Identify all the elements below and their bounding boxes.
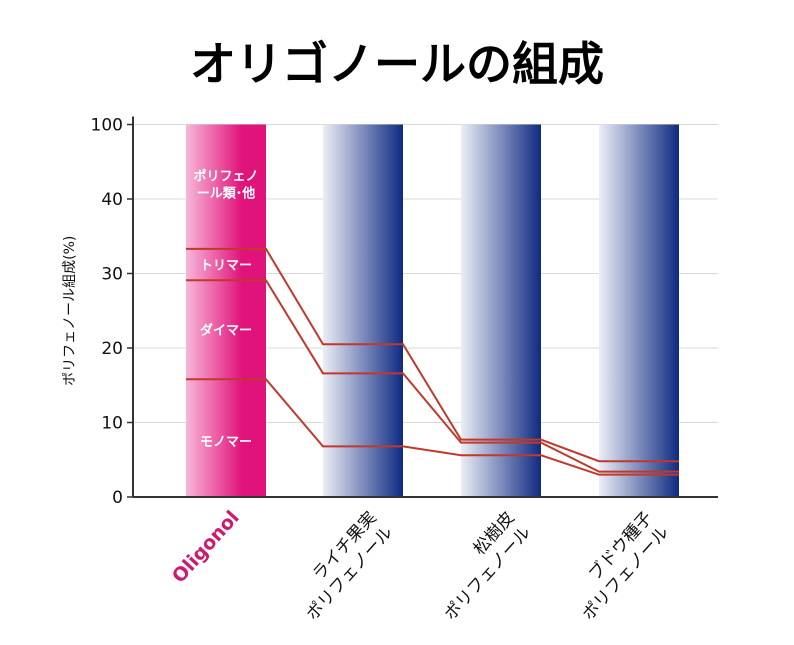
segment-label: ール類･他 (197, 186, 256, 202)
bar-comparison-2 (461, 124, 541, 497)
axes: 0 10 20 30 40 100 ポリフェノール組成(%) (62, 116, 718, 508)
y-tick-label: 30 (101, 265, 123, 285)
segment-label: ダイマー (200, 322, 252, 338)
boundary-line-3 (186, 378, 679, 476)
segment-label: ポリフェノ (193, 169, 258, 185)
bar-comparison-1 (323, 124, 403, 497)
segment-label: モノマー (200, 435, 252, 450)
category-label: Oligonol (168, 507, 244, 588)
bar-oligonol (186, 124, 266, 497)
y-tick-label: 10 (101, 414, 123, 434)
category-label-line: Oligonol (168, 507, 244, 588)
y-axis-label: ポリフェノール組成(%) (62, 236, 78, 386)
segment-label: トリマー (200, 259, 252, 274)
y-tick-label: 20 (101, 339, 123, 359)
bars (186, 124, 679, 497)
boundary-line-1 (186, 247, 679, 463)
y-tick-label: 40 (101, 190, 123, 210)
boundary-lines (186, 247, 679, 476)
y-tick-label: 0 (112, 488, 123, 508)
bar-comparison-3 (599, 124, 679, 497)
y-tick-label: 100 (91, 116, 123, 136)
chart-title: オリゴノールの組成 (190, 37, 604, 91)
boundary-line-2 (186, 279, 679, 473)
